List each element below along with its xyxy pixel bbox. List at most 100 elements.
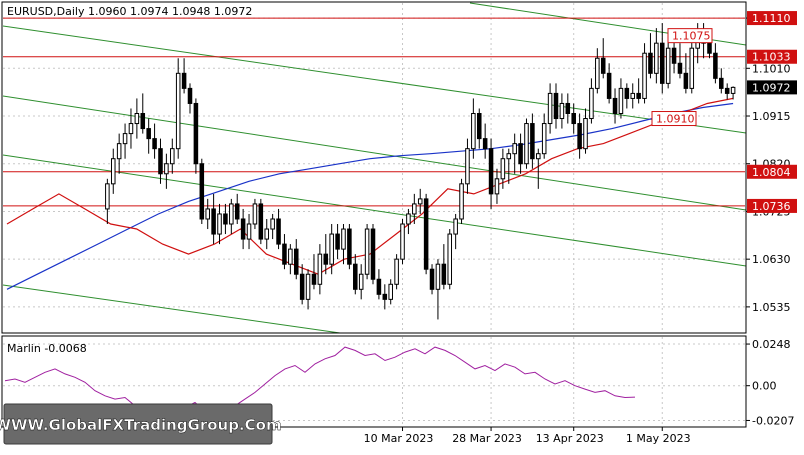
candle-body	[282, 243, 287, 265]
candle-body	[128, 123, 134, 135]
candle-body	[600, 57, 606, 74]
candle-body	[288, 248, 293, 265]
candle-body	[341, 228, 346, 250]
candle-body	[671, 47, 677, 64]
candle-body	[429, 268, 435, 290]
candle-body	[500, 158, 506, 180]
x-tick-label: 1 May 2023	[626, 432, 691, 445]
candle-body	[246, 223, 252, 240]
candle-body	[441, 263, 447, 285]
candle-body	[146, 128, 151, 140]
candle-body	[595, 57, 600, 89]
candle-body	[459, 183, 464, 220]
channel-line	[2, 95, 747, 211]
candle-body	[476, 113, 482, 140]
candle-body	[382, 293, 388, 300]
candle-body	[353, 263, 358, 290]
price-annotation-label: 1.1075	[672, 30, 711, 43]
watermark-box	[3, 403, 273, 445]
candle-body	[293, 248, 299, 275]
candle-body	[170, 148, 175, 165]
candle-body	[447, 233, 453, 285]
candle-body	[559, 102, 565, 120]
candle-body	[140, 113, 146, 130]
ma-blue-line	[6, 102, 734, 290]
candle-body	[376, 278, 382, 295]
level-tag-label: 1.1110	[752, 12, 791, 25]
candle-body	[435, 263, 441, 290]
candle-body	[193, 102, 199, 165]
candle-body	[234, 203, 240, 220]
candle-body	[412, 203, 417, 215]
candle-body	[506, 153, 512, 160]
x-tick-label: 10 Mar 2023	[364, 432, 434, 445]
candle-body	[683, 72, 689, 89]
candle-body	[488, 148, 494, 195]
candle-body	[229, 203, 234, 225]
price-annotation-box	[651, 111, 697, 127]
candle-body	[264, 228, 270, 240]
price-annotation-label: 1.0910	[656, 113, 695, 126]
candle-body	[406, 213, 411, 225]
candle-body	[299, 273, 305, 300]
candle-body	[134, 113, 140, 125]
y-tick-label: 1.0630	[752, 253, 791, 266]
candle-body	[175, 72, 181, 150]
candle-body	[536, 153, 541, 160]
candle-body	[152, 138, 157, 150]
candle-body	[335, 233, 340, 250]
level-tag	[747, 198, 797, 213]
candle-body	[400, 223, 405, 260]
candle-body	[205, 208, 210, 220]
current-price-tag	[747, 80, 797, 95]
candle-body	[323, 253, 329, 265]
level-tag	[747, 164, 797, 179]
candle-body	[577, 123, 582, 150]
level-tag-label: 1.0736	[752, 200, 791, 213]
candle-body	[347, 228, 352, 265]
x-tick-label: 13 Apr 2023	[536, 432, 604, 445]
candle-body	[713, 52, 718, 79]
candle-body	[187, 87, 193, 104]
candle-body	[217, 213, 222, 235]
candle-body	[541, 123, 547, 155]
level-tag	[747, 49, 797, 64]
candle-body	[659, 42, 665, 84]
y-tick-label: 1.0915	[752, 110, 791, 123]
level-tag	[747, 11, 797, 26]
channel-line	[2, 25, 747, 134]
candle-body	[636, 92, 641, 99]
candle-body	[158, 148, 163, 175]
current-price-label: 1.0972	[752, 81, 791, 94]
y-tick-label: 0.0248	[752, 338, 791, 351]
candle-body	[654, 42, 659, 74]
candle-body	[471, 113, 476, 150]
candle-body	[388, 283, 393, 300]
level-tag-label: 1.1033	[752, 51, 791, 64]
candle-body	[116, 143, 122, 160]
candle-body	[583, 118, 588, 150]
candle-body	[553, 92, 559, 120]
candle-body	[423, 198, 429, 270]
candle-body	[329, 233, 334, 265]
candle-body	[530, 123, 535, 160]
candle-body	[642, 52, 647, 99]
ma-red-line	[6, 97, 734, 275]
candle-body	[276, 218, 281, 245]
candle-body	[589, 87, 594, 120]
candle-body	[689, 47, 695, 89]
candle-body	[571, 113, 576, 125]
candle-body	[724, 87, 730, 94]
candle-body	[364, 228, 370, 275]
level-tag-label: 1.0804	[752, 166, 791, 179]
candle-body	[317, 253, 323, 285]
candle-body	[482, 138, 488, 150]
candle-body	[707, 42, 712, 54]
candle-body	[518, 143, 523, 165]
candle-body	[305, 273, 311, 300]
y-tick-label: 0.00	[752, 380, 777, 393]
candle-body	[618, 87, 624, 115]
candle-body	[105, 183, 110, 210]
indicator-header: Marlin -0.0068	[7, 342, 87, 355]
